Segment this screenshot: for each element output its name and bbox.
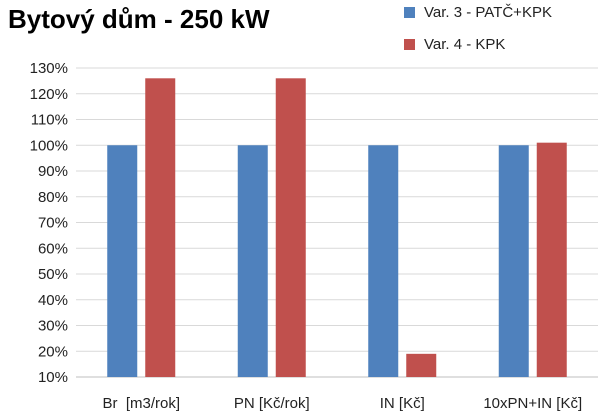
bar-var4-1: [275, 78, 306, 378]
legend-item-var3: Var. 3 - PATČ+KPK: [404, 4, 552, 21]
bars: [107, 78, 567, 378]
y-tick-label: 20%: [38, 343, 68, 360]
y-tick-label: 110%: [31, 112, 68, 129]
bar-var4-0: [145, 78, 176, 378]
bar-var3-0: [107, 145, 138, 377]
y-tick-label: 120%: [30, 86, 68, 103]
y-tick-label: 60%: [38, 240, 68, 257]
y-tick-label: 80%: [38, 189, 68, 206]
x-category-label: PN [Kč/rok]: [234, 395, 310, 412]
x-category-label: IN [Kč]: [380, 395, 425, 412]
x-category-label: 10xPN+IN [Kč]: [483, 395, 582, 412]
y-tick-label: 50%: [38, 266, 68, 283]
bar-var3-3: [498, 145, 529, 377]
y-tick-label: 100%: [30, 137, 68, 154]
y-tick-label: 90%: [38, 163, 68, 180]
legend-item-var4: Var. 4 - KPK: [404, 36, 505, 53]
x-category-label: Br [m3/rok]: [102, 395, 180, 412]
y-tick-label: 40%: [38, 292, 68, 309]
y-tick-label: 30%: [38, 318, 68, 335]
bar-var3-1: [237, 145, 268, 377]
bar-var4-3: [536, 142, 567, 377]
x-axis-category-labels: Br [m3/rok] PN [Kč/rok] IN [Kč] 10xPN+IN [K…: [102, 395, 582, 412]
y-tick-label: 70%: [38, 215, 68, 232]
legend-swatch-var4: [404, 39, 415, 50]
bar-var3-2: [368, 145, 399, 377]
legend-swatch-var3: [404, 7, 415, 18]
legend-label-var3: Var. 3 - PATČ+KPK: [424, 4, 552, 21]
y-tick-label: 130%: [30, 60, 68, 77]
bar-var4-2: [406, 353, 437, 377]
legend-label-var4: Var. 4 - KPK: [424, 36, 506, 53]
chart-title: Bytový dům - 250 kW: [8, 4, 270, 34]
y-tick-label: 10%: [38, 369, 68, 386]
y-axis-tick-labels: 10% 20% 30% 40% 50% 60% 70% 80% 90% 100% 110% 120% 1…: [30, 60, 68, 386]
